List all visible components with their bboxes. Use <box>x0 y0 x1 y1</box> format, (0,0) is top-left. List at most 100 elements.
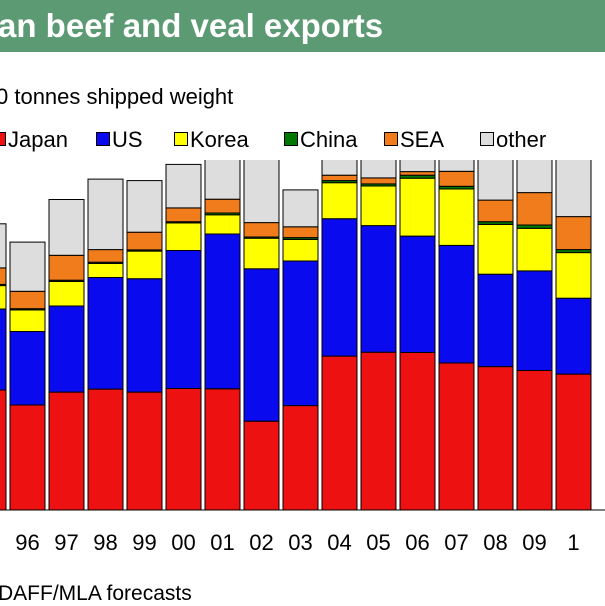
bar-year-01-5-korea <box>204 214 241 235</box>
legend-swatch-us <box>96 132 110 146</box>
bar-year-01-5-us <box>204 233 241 390</box>
bar-year-05-9-us <box>360 225 397 353</box>
bar-year-03-7-japan <box>282 405 319 511</box>
legend-label-us: US <box>112 127 143 152</box>
y-axis-unit-label: 0 tonnes shipped weight <box>0 84 234 109</box>
bar-year-08-12-sea <box>477 199 514 223</box>
bar-year-99-3-japan <box>126 391 163 511</box>
bar-year-98-2-japan <box>87 388 124 511</box>
x-tick-label: 04 <box>327 530 351 555</box>
x-tick-label: 99 <box>132 530 156 555</box>
bar-year-04-8-japan <box>321 355 358 511</box>
bar-year-09-13-japan <box>516 370 553 511</box>
x-tick-label: 06 <box>405 530 429 555</box>
legend-label-japan: Japan <box>8 127 68 152</box>
bar-year-97-1-other <box>48 199 85 256</box>
bar-year-07-11-korea <box>438 188 475 246</box>
legend-swatch-korea <box>174 132 188 146</box>
legend-label-korea: Korea <box>190 127 249 152</box>
bar-year-09-13-other <box>516 160 553 194</box>
bar-95-china <box>0 283 7 287</box>
chart-title: an beef and veal exports <box>0 7 384 44</box>
bar-year-09-13-sea <box>516 192 553 226</box>
x-tick-label: 1 <box>567 530 579 555</box>
bar-95-us <box>0 308 7 391</box>
bar-95-korea <box>0 285 7 310</box>
bar-year-08-12-us <box>477 273 514 368</box>
bar-year-06-10-korea <box>399 177 436 237</box>
legend-swatch-other <box>480 132 494 146</box>
bar-year-03-7-korea <box>282 238 319 262</box>
bar-year-03-7-sea <box>282 226 319 239</box>
bar-year-99-3-sea <box>126 231 163 251</box>
bar-year-04-8-other <box>321 160 358 176</box>
bar-year-03-7-us <box>282 260 319 407</box>
bar-year-06-10-sea <box>399 171 436 176</box>
bar-year-1-14-korea <box>555 252 592 299</box>
chart-title-bar: an beef and veal exports <box>0 0 605 52</box>
bar-year-05-9-japan <box>360 351 397 511</box>
stacked-bar-chart: 96 97 98 99 00 01 02 03 04 05 06 07 08 09 1 <box>0 160 605 555</box>
x-tick-label: 03 <box>288 530 312 555</box>
source-note: DAFF/MLA forecasts <box>0 582 192 605</box>
bar-year-08-12-japan <box>477 366 514 511</box>
bar-year-98-2-other <box>87 178 124 251</box>
bar-year-1-14-us <box>555 297 592 375</box>
bar-year-00-4-other <box>165 163 202 209</box>
bar-year-1-14-sea <box>555 216 592 251</box>
x-tick-label: 08 <box>483 530 507 555</box>
bar-year-03-7-other <box>282 189 319 228</box>
bar-year-07-11-other <box>438 160 475 172</box>
legend-swatch-japan <box>0 132 6 146</box>
bar-year-00-4-korea <box>165 222 202 252</box>
bar-95-japan <box>0 389 7 511</box>
bar-year-96-0-us <box>9 331 46 406</box>
bar-year-06-10-japan <box>399 352 436 511</box>
bar-year-97-1-japan <box>48 391 85 511</box>
bar-year-02-6-sea <box>243 222 280 238</box>
bar-year-05-9-other <box>360 160 397 179</box>
bar-year-01-5-japan <box>204 388 241 511</box>
x-tick-label: 01 <box>210 530 234 555</box>
bar-year-98-2-us <box>87 277 124 390</box>
bar-year-04-8-korea <box>321 182 358 220</box>
bar-year-01-5-sea <box>204 198 241 214</box>
bar-year-05-9-sea <box>360 177 397 185</box>
x-tick-label: 05 <box>366 530 390 555</box>
bar-year-02-6-japan <box>243 420 280 511</box>
bar-year-09-13-us <box>516 270 553 371</box>
bar-year-08-12-korea <box>477 223 514 275</box>
bar-year-05-9-korea <box>360 185 397 227</box>
bar-year-04-8-sea <box>321 174 358 182</box>
bar-year-02-6-us <box>243 268 280 422</box>
bar-year-99-3-other <box>126 180 163 233</box>
bar-year-02-6-other <box>243 160 280 224</box>
bar-95-other <box>0 223 7 269</box>
bar-year-96-0-other <box>9 241 46 292</box>
legend-label-sea: SEA <box>400 127 445 152</box>
bar-year-00-4-us <box>165 250 202 389</box>
bar-year-98-2-korea <box>87 262 124 279</box>
x-tick-label: 97 <box>54 530 78 555</box>
bar-year-98-2-sea <box>87 249 124 263</box>
x-tick-label: 02 <box>249 530 273 555</box>
bar-year-07-11-us <box>438 244 475 364</box>
bar-year-96-0-sea <box>9 290 46 310</box>
bar-year-07-11-japan <box>438 362 475 511</box>
bar-year-06-10-other <box>399 160 436 173</box>
bar-year-97-1-sea <box>48 254 85 281</box>
x-tick-label: 09 <box>522 530 546 555</box>
bar-year-08-12-other <box>477 160 514 201</box>
x-tick-label: 07 <box>444 530 468 555</box>
bar-year-97-1-korea <box>48 280 85 307</box>
bar-year-96-0-korea <box>9 309 46 332</box>
bar-95-sea <box>0 267 7 285</box>
bar-year-1-14-other <box>555 160 592 218</box>
x-tick-label: 00 <box>171 530 195 555</box>
bar-year-99-3-korea <box>126 250 163 280</box>
bar-year-02-6-korea <box>243 237 280 270</box>
bar-year-00-4-japan <box>165 388 202 511</box>
legend-swatch-china <box>284 132 298 146</box>
x-tick-label: 96 <box>15 530 39 555</box>
legend-label-china: China <box>300 127 358 152</box>
